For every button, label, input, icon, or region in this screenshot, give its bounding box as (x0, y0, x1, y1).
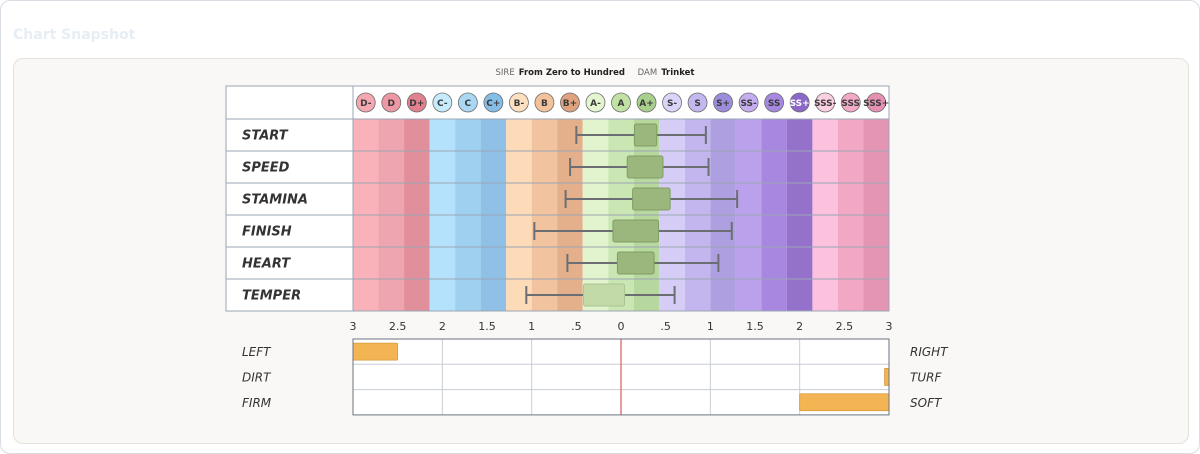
trait-label-speed: SPEED (242, 161, 290, 176)
trait-label-stamina: STAMINA (242, 193, 308, 208)
grade-label: SSS (841, 99, 860, 109)
grade-badge (840, 92, 861, 113)
grade-badge (406, 92, 427, 113)
snapshot-title: Chart Snapshot (13, 27, 136, 43)
trait-label-temper: TEMPER (242, 289, 301, 304)
x-tick-label: 1.5 (478, 320, 496, 333)
x-tick-label: 1 (528, 320, 535, 333)
grade-badge (509, 92, 529, 113)
grade-badge (611, 92, 631, 113)
preference-label-soft: SOFT (910, 396, 943, 410)
sire-name: From Zero to Hundred (518, 68, 625, 78)
box-temper (582, 283, 626, 307)
grade-badge (764, 92, 785, 113)
preference-bar-dirt-turf (884, 368, 890, 386)
grade-badge (636, 92, 657, 113)
box-start (633, 123, 658, 147)
grade-label: B+ (563, 99, 577, 109)
x-tick-label: 2.5 (389, 320, 407, 333)
preference-label-firm: FIRM (242, 396, 272, 410)
dam-name: Trinket (661, 68, 695, 78)
grade-badge (789, 92, 810, 113)
x-tick-label: 3 (886, 320, 893, 333)
box-speed (626, 155, 664, 179)
x-tick-label: 1.5 (746, 320, 764, 333)
x-tick-label: 2 (439, 320, 446, 333)
table-frame (225, 85, 890, 312)
grade-label: S+ (716, 99, 730, 109)
grade-label: A+ (639, 99, 654, 109)
grade-label: D (388, 99, 395, 109)
preference-label-turf: TURF (910, 370, 942, 384)
x-tick-label: 2 (796, 320, 803, 333)
grade-label: D+ (409, 99, 424, 109)
grade-label: A- (590, 99, 601, 109)
grade-label: B (541, 99, 548, 109)
preference-bar-firm-soft (799, 393, 890, 412)
x-tick-label: .5 (660, 320, 671, 333)
grade-label: SSS- (814, 99, 837, 109)
grade-badge (381, 92, 402, 113)
grade-badge (534, 92, 555, 113)
preference-label-left: LEFT (242, 345, 272, 359)
grade-label: S- (667, 99, 677, 109)
preference-label-right: RIGHT (910, 345, 949, 359)
preference-label-dirt: DIRT (242, 370, 272, 384)
grade-label: SS (768, 99, 781, 109)
grade-badge (355, 92, 376, 113)
dam-label: DAM (637, 68, 658, 78)
grade-label: C- (437, 99, 448, 109)
grade-label: C+ (486, 99, 500, 109)
trait-label-start: START (242, 129, 289, 144)
grade-badge (662, 92, 682, 113)
preference-frame (352, 338, 890, 416)
x-tick-label: 0 (618, 320, 625, 333)
grade-badge (866, 92, 887, 113)
grade-badge (738, 92, 759, 113)
x-tick-label: 2.5 (836, 320, 854, 333)
grade-badge (713, 92, 733, 113)
grade-label: B- (514, 99, 525, 109)
grade-badge (687, 92, 708, 113)
grade-label: SS- (740, 99, 757, 109)
box-stamina (632, 187, 671, 211)
trait-label-finish: FINISH (242, 225, 292, 240)
lineage: SIRE From Zero to Hundred DAM Trinket (0, 68, 1200, 78)
grade-label: SS+ (790, 99, 810, 109)
x-tick-label: 1 (707, 320, 714, 333)
grade-label: SSS+ (863, 99, 889, 109)
grade-badge (457, 92, 478, 113)
preference-bar-left-right (352, 342, 399, 361)
x-tick-label: .5 (571, 320, 582, 333)
grade-badge (483, 92, 504, 113)
box-heart (616, 251, 655, 275)
grade-badge (432, 92, 453, 113)
grade-label: D- (360, 99, 372, 109)
grade-badge (585, 92, 606, 113)
grade-label: C (465, 99, 472, 109)
box-finish (612, 219, 660, 243)
grade-label: A (618, 99, 625, 109)
trait-label-heart: HEART (242, 257, 291, 272)
grade-label: S (694, 99, 700, 109)
x-tick-label: 3 (350, 320, 357, 333)
grade-badge (815, 92, 836, 113)
sire-label: SIRE (495, 68, 515, 78)
grade-badge (560, 92, 580, 113)
